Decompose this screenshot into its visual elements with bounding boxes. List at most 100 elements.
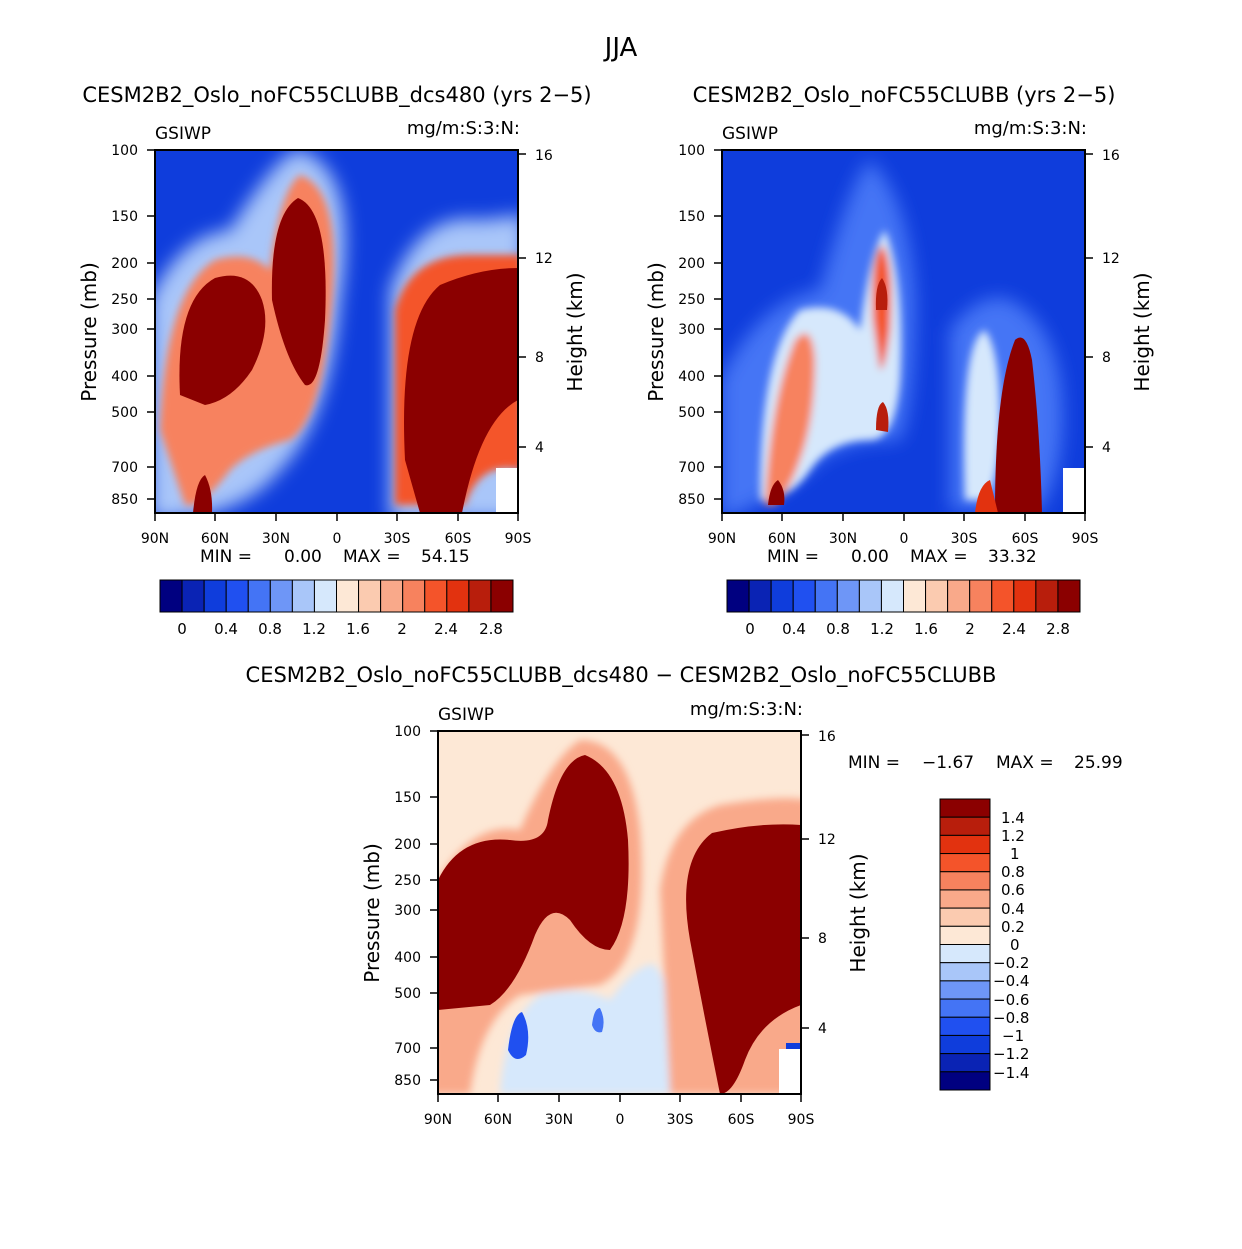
panel-3-y2tick-label: 16 xyxy=(818,729,836,745)
panel-1-colorbar-swatch xyxy=(380,579,404,613)
panel-2-colorbar-swatch xyxy=(858,579,882,613)
panel-2-missing-data xyxy=(1063,468,1085,513)
panel-3-min-value: −1.67 xyxy=(922,753,974,773)
panel-1-colorbar-swatch xyxy=(313,579,337,613)
panel-1-x-ticks: 90N 60N 30N 0 30S 60S 90S xyxy=(141,513,532,547)
panel-2-blob-left-warm xyxy=(765,333,815,505)
panel-3-cb-label: 0.8 xyxy=(1001,863,1025,881)
panel-2-colorbar-swatch xyxy=(792,579,816,613)
panel-3-core-right xyxy=(686,824,801,1094)
panel-2-colorbar-swatch xyxy=(947,579,971,613)
panel-1-y2-ticks: 16 12 8 4 xyxy=(518,148,553,456)
panel-2-colorbar-swatch xyxy=(1013,579,1037,613)
panel-1-min-value: 0.00 xyxy=(284,547,322,567)
panel-2-cb-label: 0 xyxy=(745,620,755,638)
panel-3-core-left xyxy=(438,755,629,1010)
panel-3-colorbar-swatch xyxy=(939,944,991,964)
panel-1-core-left xyxy=(179,275,266,405)
panel-2-ytick-label: 700 xyxy=(678,460,705,476)
panel-1-colorbar-swatch xyxy=(446,579,470,613)
panel-2-xtick-label: 90N xyxy=(708,531,736,547)
panel-1-units: mg/m:S:3:N: xyxy=(407,118,520,139)
panel-2-ytick-label: 300 xyxy=(678,322,705,338)
panel-1-colorbar-swatch xyxy=(291,579,315,613)
panel-2-y2tick-label: 16 xyxy=(1102,148,1120,164)
panel-2-cb-label: 1.6 xyxy=(914,620,938,638)
panel-2-cb-label: 0.4 xyxy=(782,620,806,638)
panel-2-variable: GSIWP xyxy=(722,124,778,144)
panel-2-colorbar-swatch xyxy=(925,579,949,613)
panel-1-y2tick-label: 4 xyxy=(535,440,544,456)
panel-3-y2-ticks: 16 12 8 4 xyxy=(801,729,836,1037)
panel-2-blob-right-light xyxy=(964,330,1000,500)
panel-2-xtick-label: 0 xyxy=(900,531,909,547)
panel-1-ytick-label: 850 xyxy=(111,492,138,508)
panel-2-ytick-label: 200 xyxy=(678,256,705,272)
panel-2-units: mg/m:S:3:N: xyxy=(974,118,1087,139)
panel-1-core-right xyxy=(404,268,518,513)
panel-1-cb-label: 2.4 xyxy=(434,620,458,638)
panel-1-missing-data xyxy=(496,468,518,513)
panel-3-colorbar-swatch xyxy=(939,1053,991,1073)
panel-1-min-label: MIN = xyxy=(200,547,252,567)
panel-1-colorbar-swatch xyxy=(181,579,205,613)
panel-3-ylabel: Pressure (mb) xyxy=(360,843,384,983)
panel-3-missing-data xyxy=(779,1049,801,1094)
panel-2: CESM2B2_Oslo_noFC55CLUBB (yrs 2−5) GSIWP… xyxy=(644,83,1154,638)
panel-2-colorbar-swatch xyxy=(991,579,1015,613)
panel-2-colorbar-labels: 0 0.4 0.8 1.2 1.6 2 2.4 2.8 xyxy=(745,620,1070,638)
panel-1-ytick-label: 400 xyxy=(111,369,138,385)
panel-2-ytick-label: 400 xyxy=(678,369,705,385)
panel-3-cb-label: −0.8 xyxy=(993,1009,1029,1027)
panel-1-colorbar-swatch xyxy=(468,579,492,613)
panel-3-field xyxy=(438,731,801,1094)
panel-2-colorbar-swatch xyxy=(969,579,993,613)
panel-1-ytick-label: 700 xyxy=(111,460,138,476)
panel-3: CESM2B2_Oslo_noFC55CLUBB_dcs480 − CESM2B… xyxy=(246,663,1123,1128)
panel-1-cb-label: 2 xyxy=(397,620,407,638)
panel-1-xtick-label: 30S xyxy=(384,531,411,547)
panel-2-ytick-label: 100 xyxy=(678,143,705,159)
panel-2-ytick-label: 250 xyxy=(678,292,705,308)
panel-3-cb-label: 1 xyxy=(1010,845,1020,863)
panel-3-x-ticks: 90N 60N 30N 0 30S 60S 90S xyxy=(424,1094,815,1128)
panel-1-colorbar-swatch xyxy=(247,579,271,613)
panel-1-xtick-label: 60N xyxy=(201,531,229,547)
panel-3-cb-label: 0.2 xyxy=(1001,918,1025,936)
panel-3-max-label: MAX = xyxy=(996,753,1054,773)
panel-3-xtick-label: 30N xyxy=(545,1112,573,1128)
panel-3-ytick-label: 700 xyxy=(394,1041,421,1057)
panel-3-xtick-label: 30S xyxy=(667,1112,694,1128)
panel-1-colorbar-swatch xyxy=(336,579,360,613)
panel-3-ytick-label: 150 xyxy=(394,790,421,806)
panel-2-cb-label: 2.4 xyxy=(1002,620,1026,638)
panel-3-colorbar-swatch xyxy=(939,853,991,873)
panel-3-xtick-label: 0 xyxy=(616,1112,625,1128)
panel-3-colorbar-swatch xyxy=(939,962,991,982)
panel-2-cb-label: 1.2 xyxy=(870,620,894,638)
panel-1-ylabel: Pressure (mb) xyxy=(77,262,101,402)
panel-1-colorbar-swatch xyxy=(358,579,382,613)
panel-3-title: CESM2B2_Oslo_noFC55CLUBB_dcs480 − CESM2B… xyxy=(246,663,997,688)
panel-3-y2tick-label: 8 xyxy=(818,931,827,947)
panel-1-cb-label: 1.2 xyxy=(302,620,326,638)
panel-1-colorbar-labels: 0 0.4 0.8 1.2 1.6 2 2.4 2.8 xyxy=(177,620,503,638)
panel-1-ytick-label: 250 xyxy=(111,292,138,308)
panel-2-xtick-label: 30N xyxy=(829,531,857,547)
panel-3-cb-label: 0 xyxy=(1010,936,1020,954)
panel-1-ytick-label: 300 xyxy=(111,322,138,338)
panel-1-cb-label: 0 xyxy=(177,620,187,638)
panel-3-cb-label: −0.4 xyxy=(993,972,1029,990)
panel-2-colorbar-swatch xyxy=(836,579,860,613)
panel-3-xtick-label: 90S xyxy=(788,1112,815,1128)
panel-3-ytick-label: 400 xyxy=(394,950,421,966)
panel-3-min-label: MIN = xyxy=(848,753,900,773)
panel-2-ytick-label: 150 xyxy=(678,209,705,225)
panel-2-xtick-label: 30S xyxy=(951,531,978,547)
panel-3-units: mg/m:S:3:N: xyxy=(690,699,803,720)
panel-2-ylabel: Pressure (mb) xyxy=(644,262,668,402)
panel-1-xtick-label: 90S xyxy=(505,531,532,547)
panel-3-colorbar-labels: 1.4 1.2 1 0.8 0.6 0.4 0.2 0 −0.2 −0.4 −0… xyxy=(993,809,1029,1082)
panel-2-core-lower xyxy=(876,402,889,432)
panel-2-field xyxy=(722,150,1085,513)
